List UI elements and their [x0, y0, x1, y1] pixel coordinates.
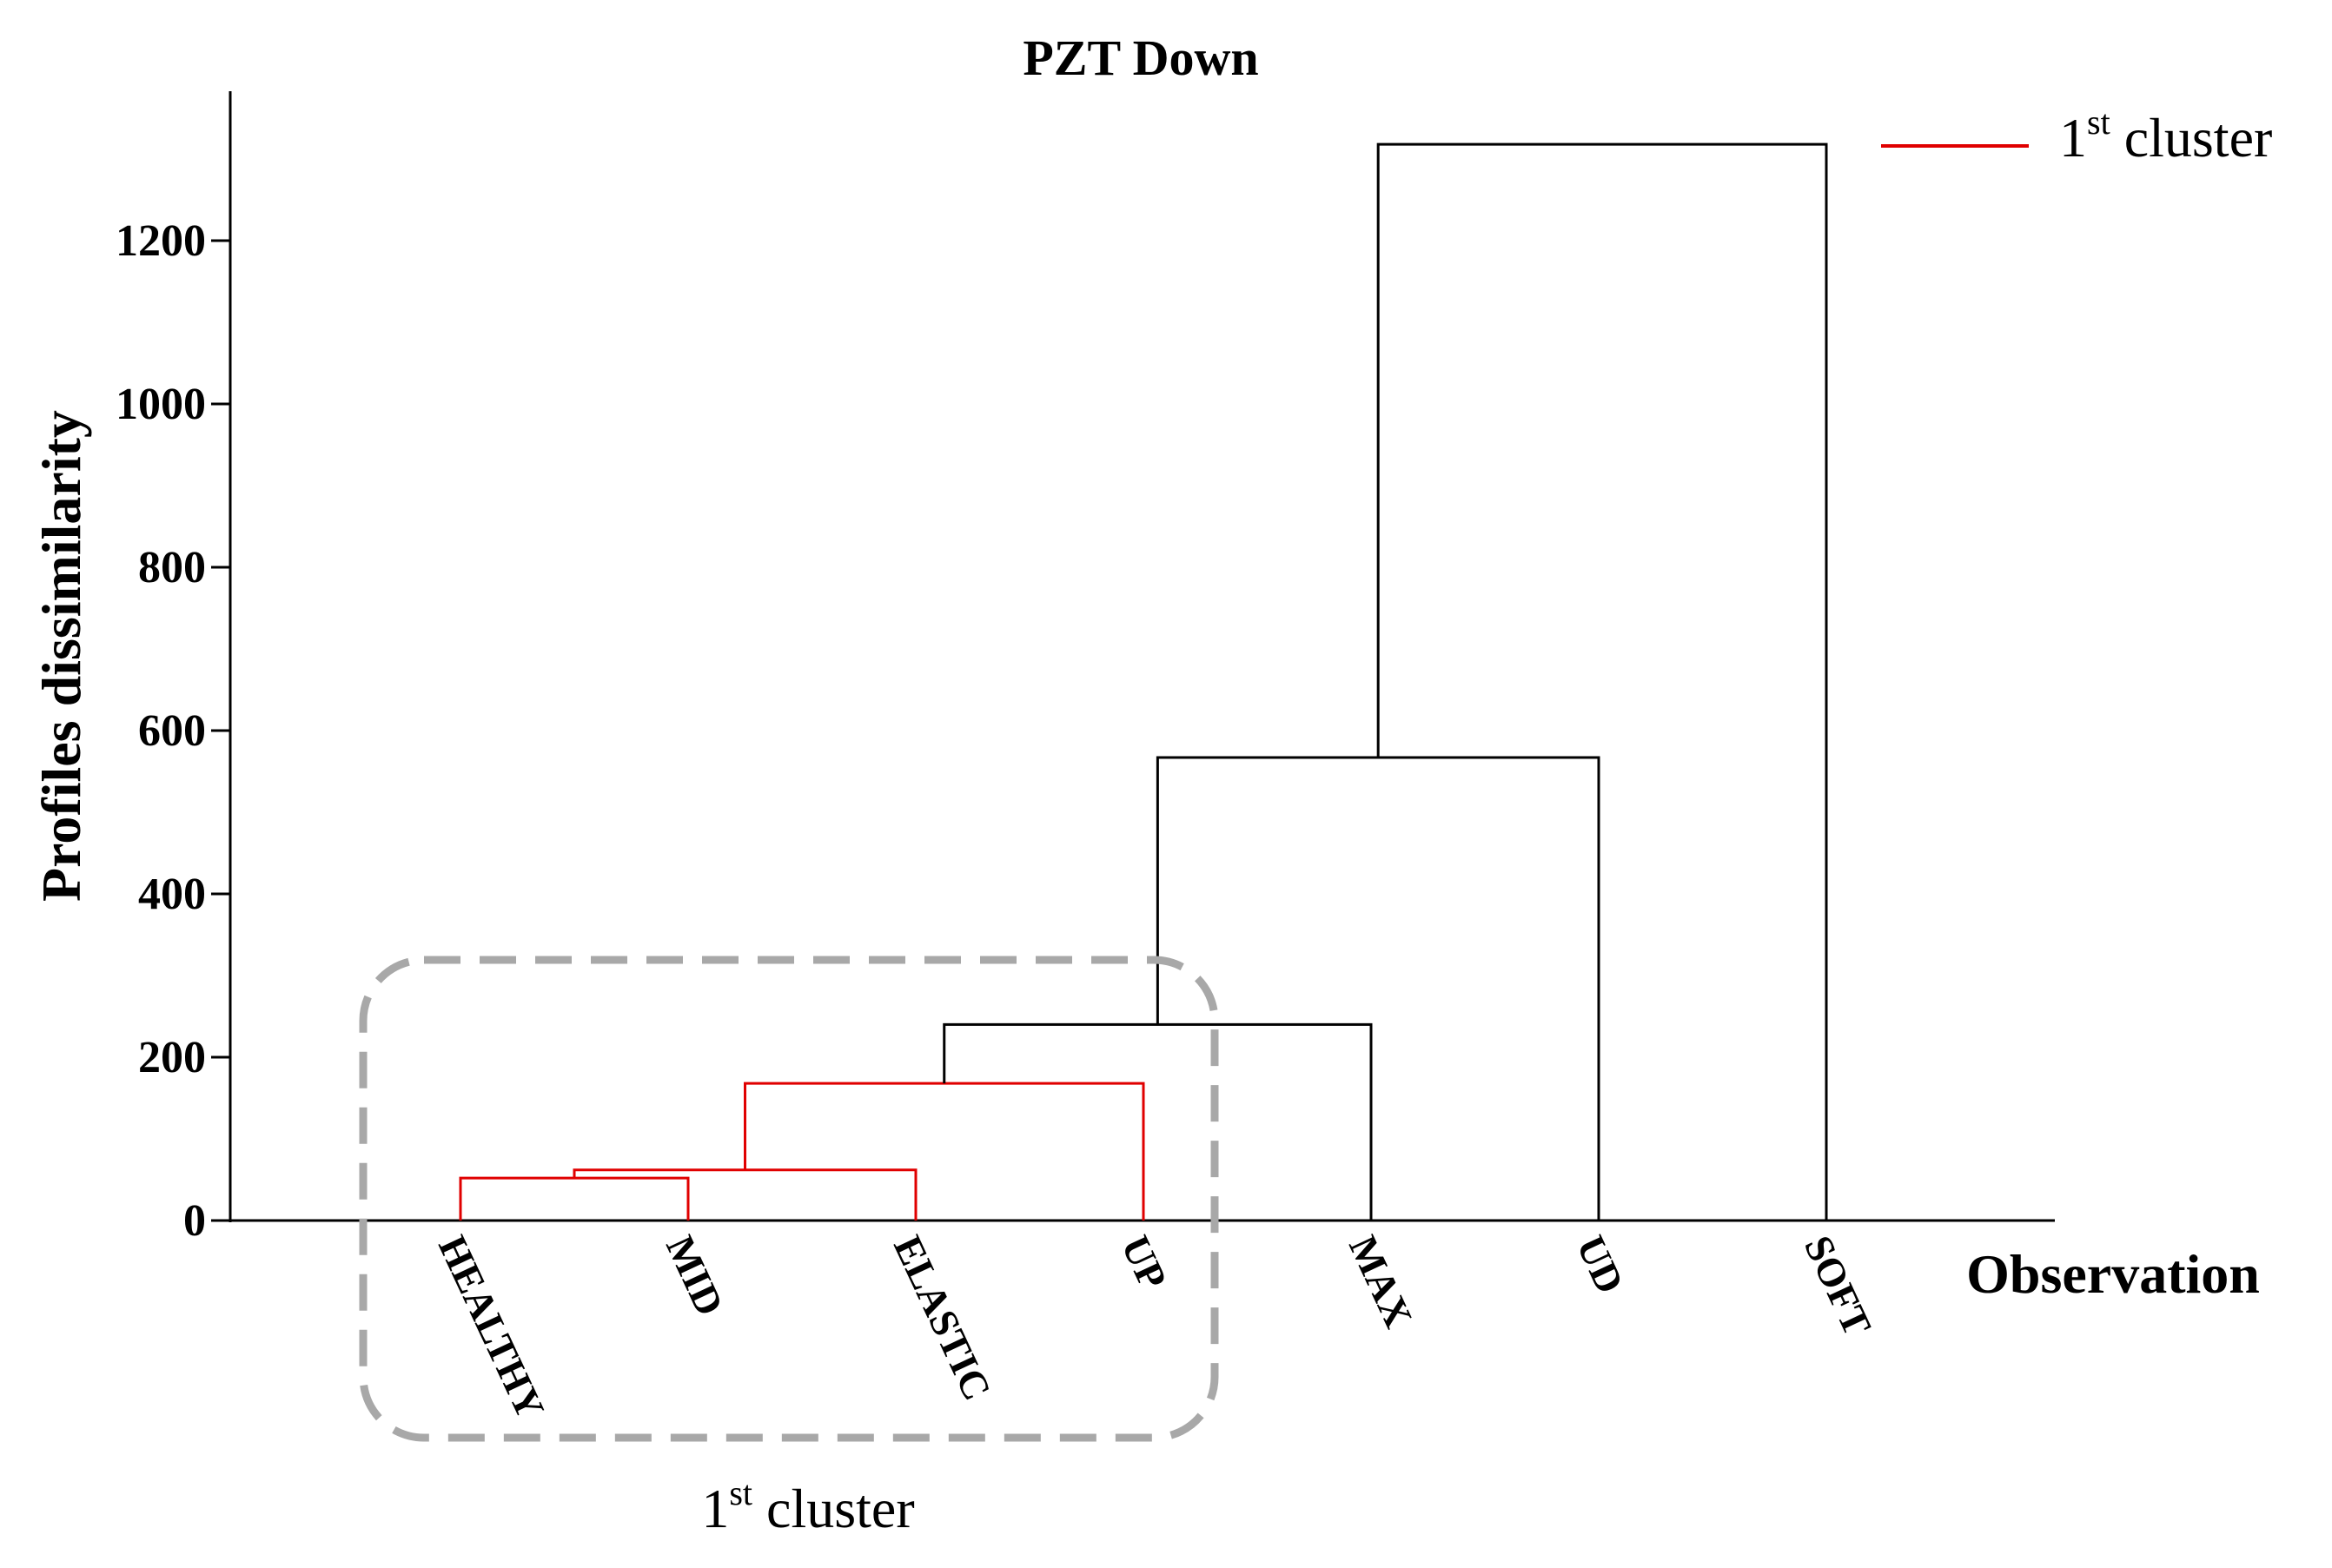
- y-tick-label: 0: [183, 1196, 206, 1246]
- leaf-label-elastic: ELASTIC: [885, 1229, 1000, 1407]
- leaf-label-max: MAX: [1341, 1229, 1421, 1334]
- y-tick-label: 200: [138, 1033, 206, 1082]
- chart-title: PZT Down: [1023, 30, 1258, 86]
- y-tick-label: 1000: [116, 380, 206, 429]
- y-tick-label: 600: [138, 706, 206, 756]
- legend: 1st cluster: [1881, 103, 2272, 169]
- dendrogram-link: [943, 1022, 1373, 1221]
- leaf-label-soft: SOFT: [1796, 1229, 1880, 1342]
- x-axis-label: Observation: [1966, 1243, 2260, 1305]
- leaf-label-up: UP: [1113, 1229, 1176, 1296]
- dendrogram-link: [744, 1082, 1145, 1221]
- dendrogram-link: [1156, 756, 1600, 1221]
- leaf-labels: HEALTHY MID ELASTIC UP MAX UD SOFT: [430, 1229, 1880, 1426]
- leaf-label-ud: UD: [1568, 1229, 1633, 1300]
- leaf-label-healthy: HEALTHY: [430, 1229, 553, 1426]
- dendrogram-links: [459, 142, 1828, 1221]
- leaf-label-mid: MID: [658, 1229, 732, 1322]
- dendrogram-link: [459, 1176, 690, 1221]
- dendrogram-link: [1376, 142, 1828, 1221]
- y-tick-label: 1200: [116, 216, 206, 266]
- legend-label-cluster: 1st cluster: [2059, 103, 2272, 169]
- y-axis-label: Profiles dissimilarity: [30, 410, 92, 902]
- y-tick-label: 800: [138, 543, 206, 592]
- cluster-annotation-label: 1st cluster: [701, 1473, 914, 1539]
- cluster-highlight-box: [359, 956, 1219, 1442]
- y-ticks: 0 200 400 600 800 1000 1200: [116, 216, 230, 1246]
- y-tick-label: 400: [138, 870, 206, 919]
